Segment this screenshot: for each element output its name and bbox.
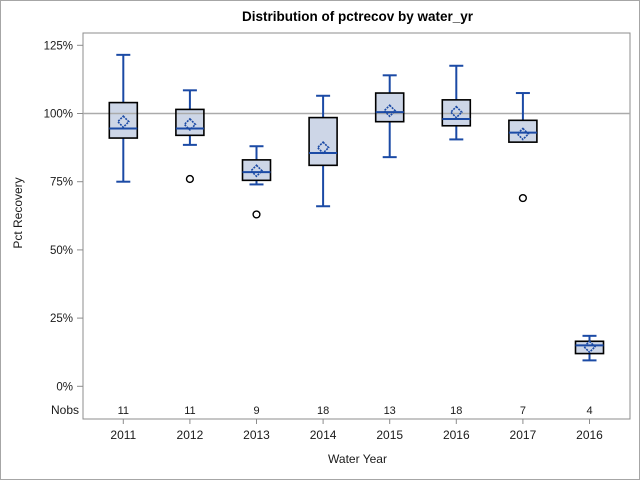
x-category-label: 2012 <box>177 428 204 442</box>
mean-diamond <box>449 105 463 119</box>
y-tick-label: 125% <box>44 40 73 52</box>
x-category-label: 2014 <box>310 428 337 442</box>
y-tick-label: 100% <box>44 109 73 121</box>
mean-diamond <box>582 340 597 354</box>
mean-diamond <box>116 115 130 129</box>
nobs-value: 13 <box>384 405 396 417</box>
outlier-marker <box>252 210 261 219</box>
box-fill-2016 <box>575 341 604 354</box>
chart-title: Distribution of pctrecov by water_yr <box>241 9 474 24</box>
box-border-2013 <box>241 159 272 182</box>
nobs-value: 11 <box>118 405 129 417</box>
x-axis-title: Water Year <box>328 452 387 466</box>
mean-diamond <box>516 127 530 141</box>
mean-diamond <box>183 117 197 132</box>
mean-diamond <box>316 140 330 155</box>
nobs-value: 9 <box>253 405 259 417</box>
box-fill-2017 <box>508 120 537 143</box>
y-tick-label: 50% <box>50 245 73 257</box>
box-border-2011 <box>108 101 139 139</box>
box-fill-2011 <box>109 102 138 139</box>
box-border-2015 <box>374 92 405 123</box>
nobs-value: 18 <box>450 405 462 417</box>
x-category-label: 2017 <box>510 428 537 442</box>
box-fill-2013 <box>242 159 271 181</box>
x-category-label: 2011 <box>110 428 136 442</box>
outlier-marker <box>185 174 195 184</box>
x-category-label: 2015 <box>376 428 403 442</box>
nobs-row-label: Nobs <box>51 403 79 417</box>
nobs-value: 18 <box>317 405 329 417</box>
box-border-2017 <box>508 119 538 143</box>
mean-diamond <box>383 104 397 118</box>
x-category-label: 2013 <box>243 428 270 442</box>
nobs-value: 4 <box>586 405 592 417</box>
x-category-label: 2016 <box>576 428 603 442</box>
nobs-value: 7 <box>520 405 526 417</box>
x-category-label: 2016 <box>443 428 470 442</box>
y-tick-label: 25% <box>50 313 73 325</box>
box-border-2012 <box>175 108 205 137</box>
nobs-value: 11 <box>184 405 195 417</box>
plot-frame <box>82 32 631 420</box>
y-tick-label: 75% <box>50 177 73 189</box>
outlier-marker <box>518 193 528 203</box>
box-border-2014 <box>308 116 338 167</box>
mean-diamond <box>249 164 264 178</box>
box-border-2016 <box>441 99 472 127</box>
y-tick-label: 0% <box>56 381 73 393</box>
